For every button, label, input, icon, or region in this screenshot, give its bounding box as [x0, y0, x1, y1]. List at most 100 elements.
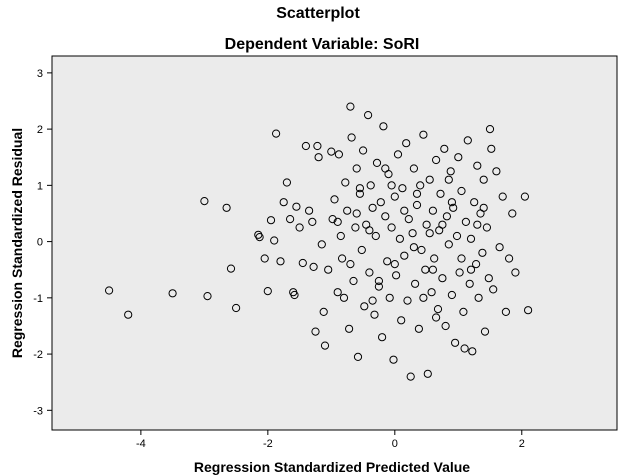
y-tick-label: -2 [33, 349, 43, 361]
chart-title: Scatterplot [276, 5, 360, 22]
y-tick-label: -1 [33, 293, 43, 305]
scatter-point [378, 333, 387, 342]
y-tick-label: 0 [37, 237, 43, 249]
scatter-point [422, 220, 431, 229]
scatter-point [438, 220, 447, 229]
scatter-point [457, 254, 466, 263]
scatter-point [425, 175, 434, 184]
scatter-point [441, 321, 450, 331]
scatter-point [446, 167, 455, 176]
scatter-point [308, 217, 317, 226]
scatter-point [305, 206, 314, 215]
y-tick-label: 2 [37, 124, 43, 136]
scatter-point [365, 226, 374, 235]
scatter-point [222, 203, 231, 212]
scatter-point [368, 296, 377, 305]
scatter-point [482, 223, 491, 232]
scatter-point [436, 189, 445, 198]
scatter-point [320, 341, 330, 350]
scatter-point [485, 125, 495, 134]
scatter-point [451, 338, 460, 347]
scatter-point [324, 265, 333, 274]
scatter-point [447, 290, 456, 300]
scatter-point [463, 136, 472, 145]
scatter-point [473, 161, 482, 170]
scatter-point [397, 316, 406, 325]
scatter-point [255, 233, 264, 242]
scatter-point [328, 215, 337, 224]
scatter-point [368, 203, 377, 212]
scatter-point [200, 197, 209, 206]
scatter-point [479, 203, 488, 212]
scatter-point [432, 155, 441, 165]
scatter-point [508, 209, 517, 218]
scatter-point [412, 189, 422, 198]
scatter-point [254, 230, 263, 239]
scatter-point [473, 220, 482, 229]
y-axis-ticks: 3 2 1 0 -1 -2 -3 [33, 68, 52, 417]
scatter-point [327, 147, 336, 156]
scatter-point [465, 279, 474, 288]
scatter-point [498, 192, 507, 201]
scatter-point [359, 146, 368, 155]
scatter-point [383, 257, 392, 266]
scatter-point [511, 268, 520, 277]
scatter-point [447, 198, 456, 207]
scatter-point [505, 254, 514, 263]
scatter-point [336, 231, 345, 241]
scatter-point [311, 327, 320, 336]
scatter-point [389, 355, 398, 364]
scatter-point [286, 215, 295, 224]
scatter-point [457, 186, 466, 196]
scatter-point [489, 285, 498, 294]
scatter-point [423, 369, 432, 378]
scatter-point [309, 262, 318, 271]
scatter-point [347, 133, 356, 142]
scatter-point [372, 158, 382, 167]
scatter-point [390, 260, 399, 269]
scatter-point [381, 212, 390, 221]
scatter-point [390, 192, 399, 201]
scatter-point [387, 181, 396, 190]
scatter-point [395, 234, 404, 243]
scatter-point [470, 198, 479, 207]
scatter-point [461, 217, 470, 226]
scatter-point [360, 302, 369, 311]
scatter-point [408, 229, 417, 238]
scatter-point [400, 251, 409, 260]
scatter-point [392, 271, 401, 280]
scatter-point [226, 264, 236, 273]
scatter-point [374, 282, 383, 291]
scatter-point [433, 305, 443, 314]
scatter-point [374, 276, 383, 286]
scatter-point [428, 265, 437, 274]
scatter-point [364, 111, 373, 120]
scatter-point [466, 234, 476, 243]
scatter-point [266, 216, 276, 225]
scatter-point [371, 231, 380, 241]
scatter-point [460, 344, 469, 353]
scatter-point [454, 153, 463, 162]
scatter-point [479, 175, 488, 184]
scatter-point [292, 202, 301, 211]
scatter-point [272, 129, 281, 138]
y-axis-label: Regression Standardized Residual [9, 128, 25, 358]
scatter-point [330, 195, 339, 204]
scatter-point [442, 212, 451, 221]
scatter-point [333, 217, 342, 226]
scatter-point [282, 178, 291, 187]
scatter-point [428, 206, 437, 215]
scatter-point [349, 276, 358, 286]
scatter-point [203, 292, 212, 301]
scatter-point [487, 144, 496, 153]
scatter-point [438, 274, 447, 283]
scatter-point [270, 236, 279, 245]
scatter-point [295, 223, 304, 232]
scatter-point [480, 327, 490, 336]
scatter-point [495, 243, 504, 252]
scatter-point [412, 200, 422, 210]
scatter-point [263, 287, 272, 296]
scatter-point [338, 254, 347, 263]
scatter-point [334, 150, 343, 159]
